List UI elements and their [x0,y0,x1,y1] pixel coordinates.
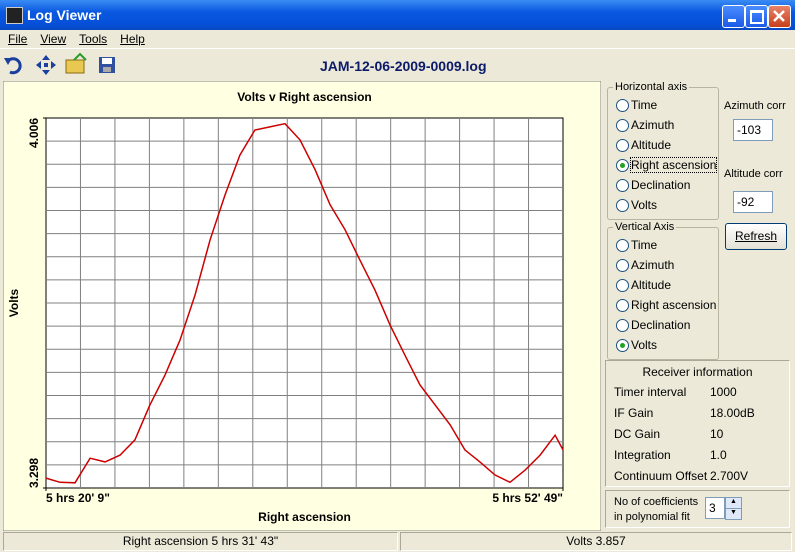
menu-item[interactable]: File [8,32,28,46]
undo-button[interactable] [4,57,22,75]
y-axis-label: Volts [7,288,21,317]
radio-button[interactable] [616,179,629,192]
title-bar: Log Viewer [0,0,795,30]
group-title: Horizontal axis [613,81,690,93]
close-button[interactable] [768,5,791,28]
chart: Volts v Right ascension Right ascension Vo… [3,81,601,531]
radio-dot [620,163,625,168]
radio-label[interactable]: Declination [631,178,691,192]
spin-down[interactable]: ▼ [725,508,742,520]
menu-item[interactable]: Tools [79,32,108,46]
status-left: Right ascension 5 hrs 31' 43" [3,532,398,551]
file-name: JAM-12-06-2009-0009.log [320,58,487,74]
coefficients-input[interactable]: 3 [705,497,725,519]
receiver-value: 10 [710,427,724,441]
radio-label[interactable]: Time [631,98,658,112]
radio-label[interactable]: Volts [631,338,658,352]
menu-item[interactable]: Help [120,32,145,46]
receiver-value: 1000 [710,385,737,399]
receiver-label: IF Gain [614,406,654,420]
receiver-label: DC Gain [614,427,661,441]
radio-button[interactable] [616,299,629,312]
receiver-title: Receiver information [642,365,753,379]
radio-dot [620,343,625,348]
receiver-value: 18.00dB [710,406,755,420]
radio-button[interactable] [616,139,629,152]
radio-button[interactable] [616,99,629,112]
receiver-panel: Receiver information Timer interval 1000 I… [605,360,790,487]
radio-label[interactable]: Azimuth [631,258,675,272]
menu-bar: File View Tools Help [0,30,795,48]
radio-label[interactable]: Right ascension [629,157,718,173]
altitude-input[interactable]: -92 [733,191,773,213]
radio-button[interactable] [616,259,629,272]
receiver-label: Integration [614,448,671,462]
x-axis-label: Right ascension [258,510,351,524]
coefficients-label: in polynomial fit [614,511,690,523]
y-tick-label: 4.006 [27,118,41,148]
refresh-button[interactable]: Refresh [725,223,787,250]
separator [0,48,795,49]
receiver-value: 1.0 [710,448,727,462]
receiver-value: 2.700V [710,469,749,483]
app-icon [6,7,23,24]
radio-button[interactable] [616,279,629,292]
save-button[interactable] [99,57,115,73]
altitude-label: Altitude corr [724,168,783,180]
coefficients-panel: No of coefficients in polynomial fit 3 ▲… [605,490,790,528]
radio-label[interactable]: Altitude [631,278,672,292]
coefficients-label: No of coefficients [614,496,699,508]
y-tick-label: 3.298 [27,458,41,488]
azimuth-label: Azimuth corr [724,100,786,112]
open-button[interactable] [65,52,87,74]
radio-label[interactable]: Right ascension [631,298,717,312]
radio-label[interactable]: Volts [631,198,658,212]
close-glyph [773,10,785,22]
radio-label[interactable]: Altitude [631,138,672,152]
horizontal-axis-group: Horizontal axis Time Azimuth Altitude Right … [607,81,719,220]
radio-label[interactable]: Time [631,238,658,252]
radio-button[interactable] [616,239,629,252]
pan-button[interactable] [36,55,56,75]
toolbar-icons [4,52,115,75]
radio-button[interactable] [616,319,629,332]
radio-label[interactable]: Declination [631,318,691,332]
data-line [45,122,564,484]
x-tick-label: 5 hrs 20' 9" [46,491,110,505]
x-tick-label: 5 hrs 52' 49" [492,491,563,505]
window-title: Log Viewer [27,7,102,23]
receiver-label: Timer interval [614,385,687,399]
radio-button[interactable] [616,119,629,132]
chart-title: Volts v Right ascension [237,90,371,104]
minimize-button[interactable] [722,5,745,28]
azimuth-input[interactable]: -103 [733,119,773,141]
radio-button[interactable] [616,159,629,172]
radio-button[interactable] [616,199,629,212]
status-right: Volts 3.857 [400,532,792,551]
vertical-axis-group: Vertical Axis Time Azimuth Altitude Right as… [607,221,719,360]
radio-label[interactable]: Azimuth [631,118,675,132]
radio-button[interactable] [616,339,629,352]
receiver-label: Continuum Offset [614,469,708,483]
menu-item[interactable]: View [40,32,67,46]
maximize-button[interactable] [745,5,768,28]
group-title: Vertical Axis [613,221,677,233]
